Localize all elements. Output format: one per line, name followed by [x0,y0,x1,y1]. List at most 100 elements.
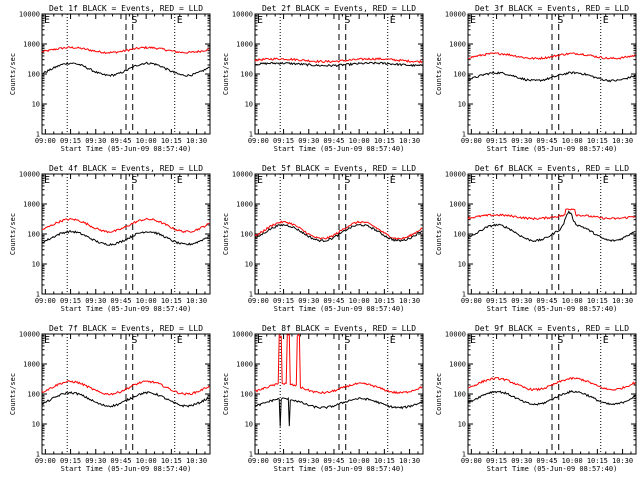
time-marker-label: S [557,335,563,346]
x-tick-label: 09:15 [486,457,507,465]
y-tick-label: 10000 [445,171,466,179]
y-tick-label: 10000 [19,11,40,19]
x-tick-label: 09:00 [35,137,56,145]
lld-series-line [41,217,210,234]
y-tick-label: 100 [240,231,253,239]
y-tick-label: 10000 [19,331,40,339]
lld-series-line [254,333,423,395]
y-tick-label: 1 [462,451,466,459]
y-tick-label: 1 [249,131,253,139]
x-tick-label: 09:30 [298,457,319,465]
panel-title: Det 7f BLACK = Events, RED = LLD [49,324,203,333]
y-tick-label: 1 [462,291,466,299]
x-tick-label: 09:45 [323,137,344,145]
x-tick-label: 09:45 [536,457,557,465]
y-tick-label: 10000 [232,171,253,179]
y-tick-label: 100 [27,231,40,239]
x-tick-label: 10:15 [161,137,182,145]
detector-panel-2: Det 2f BLACK = Events, RED = LLD 1 10 100 10… [222,4,424,153]
y-axis-label: Counts/sec [9,53,17,95]
y-tick-label: 100 [453,71,466,79]
time-marker-label: E [470,335,476,346]
y-tick-label: 10 [458,421,466,429]
y-axis-label: Counts/sec [222,213,230,255]
y-tick-label: 10 [245,421,253,429]
time-marker-label: E [44,335,50,346]
panel-title: Det 4f BLACK = Events, RED = LLD [49,164,203,173]
time-marker-label: E [390,335,396,346]
detector-panel-9: Det 9f BLACK = Events, RED = LLD 1 10 100 10… [435,324,637,473]
events-series-line [467,210,636,243]
x-axis-label: Start Time (05-Jun-09 08:57:40) [274,305,405,313]
x-tick-label: 10:15 [587,457,608,465]
detector-panel-7: Det 7f BLACK = Events, RED = LLD 1 10 100 10… [9,324,211,473]
x-tick-label: 10:00 [136,297,157,305]
y-tick-label: 1 [36,291,40,299]
detector-panel-8: Det 8f BLACK = Events, RED = LLD 1 10 100 10… [222,324,424,473]
y-tick-label: 100 [453,231,466,239]
x-tick-label: 10:15 [374,457,395,465]
y-tick-label: 1000 [236,201,253,209]
x-tick-label: 10:00 [562,137,583,145]
x-tick-label: 09:30 [511,457,532,465]
lld-series-line [467,52,636,61]
x-tick-label: 10:00 [349,137,370,145]
y-tick-label: 100 [27,391,40,399]
x-tick-label: 10:15 [161,457,182,465]
y-tick-label: 100 [240,391,253,399]
time-marker-label: E [177,335,183,346]
time-marker-label: S [344,175,350,186]
time-marker-label: E [257,175,263,186]
x-axis-label: Start Time (05-Jun-09 08:57:40) [487,465,618,473]
x-tick-label: 09:00 [35,457,56,465]
x-tick-label: 09:45 [110,297,131,305]
detector-panel-3: Det 3f BLACK = Events, RED = LLD 1 10 100 10… [435,4,637,153]
x-tick-label: 10:00 [136,137,157,145]
time-marker-label: E [603,15,609,26]
y-tick-label: 10 [32,101,40,109]
x-axis-label: Start Time (05-Jun-09 08:57:40) [487,145,618,153]
y-axis-label: Counts/sec [222,373,230,415]
time-marker-label: E [390,15,396,26]
time-marker-label: E [390,175,396,186]
x-tick-label: 09:15 [486,297,507,305]
y-axis-label: Counts/sec [222,53,230,95]
x-tick-label: 09:15 [60,137,81,145]
x-tick-label: 10:15 [161,297,182,305]
events-series-line [41,391,210,408]
y-tick-label: 10 [245,101,253,109]
x-axis-label: Start Time (05-Jun-09 08:57:40) [274,145,405,153]
x-axis-label: Start Time (05-Jun-09 08:57:40) [61,465,192,473]
y-tick-label: 1000 [23,361,40,369]
x-tick-label: 09:45 [110,137,131,145]
y-tick-label: 1000 [236,361,253,369]
x-tick-label: 09:15 [273,297,294,305]
y-axis-label: Counts/sec [435,53,443,95]
time-marker-label: E [603,175,609,186]
panel-title: Det 1f BLACK = Events, RED = LLD [49,4,203,13]
panel-title: Det 2f BLACK = Events, RED = LLD [262,4,416,13]
x-tick-label: 09:00 [461,457,482,465]
lld-series-line [254,220,423,240]
time-marker-label: E [44,175,50,186]
x-tick-label: 10:30 [612,297,633,305]
events-series-line [254,223,423,243]
x-axis-label: Start Time (05-Jun-09 08:57:40) [487,305,618,313]
y-tick-label: 1000 [236,41,253,49]
time-marker-label: S [557,15,563,26]
y-tick-label: 1000 [23,41,40,49]
x-tick-label: 09:45 [536,137,557,145]
x-tick-label: 09:15 [486,137,507,145]
time-marker-label: S [131,15,137,26]
x-tick-label: 09:00 [35,297,56,305]
x-tick-label: 09:15 [60,457,81,465]
lld-series-line [467,376,636,392]
x-tick-label: 09:45 [323,297,344,305]
panel-title: Det 8f BLACK = Events, RED = LLD [262,324,416,333]
y-tick-label: 10 [32,261,40,269]
x-tick-label: 09:00 [461,297,482,305]
y-tick-label: 100 [240,71,253,79]
x-tick-label: 10:30 [186,137,207,145]
x-tick-label: 09:15 [273,457,294,465]
events-series-line [42,61,210,78]
